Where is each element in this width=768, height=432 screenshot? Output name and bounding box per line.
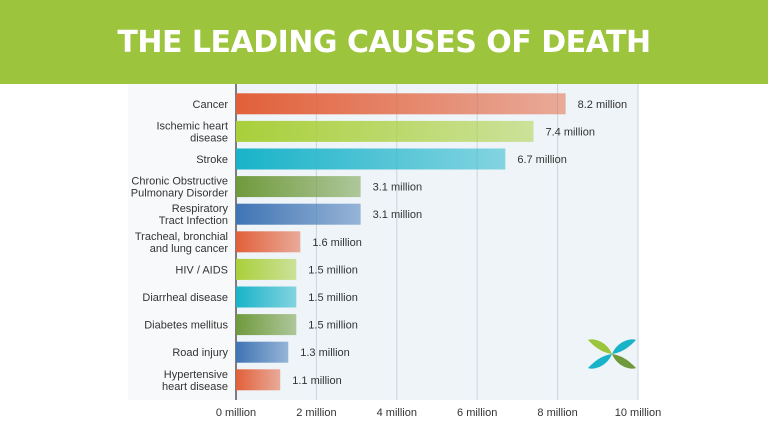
value-label: 3.1 million bbox=[373, 209, 423, 221]
x-tick-label: 10 million bbox=[615, 407, 661, 419]
category-label: Respiratory Tract Infection bbox=[159, 203, 229, 227]
bar bbox=[236, 369, 281, 391]
category-label: Road injury bbox=[172, 347, 228, 359]
x-tick-label: 0 million bbox=[216, 407, 256, 419]
bar bbox=[236, 120, 534, 142]
bar bbox=[236, 148, 506, 170]
x-tick-label: 4 million bbox=[377, 407, 417, 419]
title-banner: THE LEADING CAUSES OF DEATH bbox=[0, 0, 768, 84]
value-label: 8.2 million bbox=[578, 99, 628, 111]
x-tick-label: 2 million bbox=[296, 407, 336, 419]
value-label: 1.5 million bbox=[308, 320, 358, 332]
page-title: THE LEADING CAUSES OF DEATH bbox=[117, 24, 651, 60]
x-tick-label: 6 million bbox=[457, 407, 497, 419]
category-label: Cancer bbox=[193, 99, 229, 111]
bar bbox=[236, 341, 289, 363]
logo-icon bbox=[588, 339, 636, 369]
bar bbox=[236, 286, 297, 308]
value-label: 7.4 million bbox=[545, 126, 595, 138]
category-label: Chronic Obstructive Pulmonary Disorder bbox=[131, 176, 229, 200]
bar bbox=[236, 203, 361, 225]
bar bbox=[236, 314, 297, 336]
category-label: HIV / AIDS bbox=[175, 264, 228, 276]
value-label: 1.3 million bbox=[300, 347, 350, 359]
category-label: Diarrheal disease bbox=[142, 292, 228, 304]
x-tick-label: 8 million bbox=[537, 407, 577, 419]
category-label: Stroke bbox=[196, 154, 228, 166]
value-label: 3.1 million bbox=[373, 182, 423, 194]
value-label: 6.7 million bbox=[517, 154, 567, 166]
bar bbox=[236, 176, 361, 198]
value-label: 1.1 million bbox=[292, 375, 342, 387]
bar bbox=[236, 258, 297, 280]
category-label: Hypertensive heart disease bbox=[162, 369, 228, 393]
category-label: Ischemic heart disease bbox=[156, 120, 228, 144]
category-label: Diabetes mellitus bbox=[144, 320, 228, 332]
value-label: 1.6 million bbox=[312, 237, 362, 249]
category-label: Tracheal, bronchial and lung cancer bbox=[135, 231, 228, 255]
value-label: 1.5 million bbox=[308, 264, 358, 276]
value-label: 1.5 million bbox=[308, 292, 358, 304]
bar bbox=[236, 231, 301, 253]
bar-chart: Cancer Ischemic heart disease Stroke Chronic… bbox=[128, 84, 661, 419]
bar bbox=[236, 93, 566, 115]
label-panel bbox=[128, 84, 236, 400]
